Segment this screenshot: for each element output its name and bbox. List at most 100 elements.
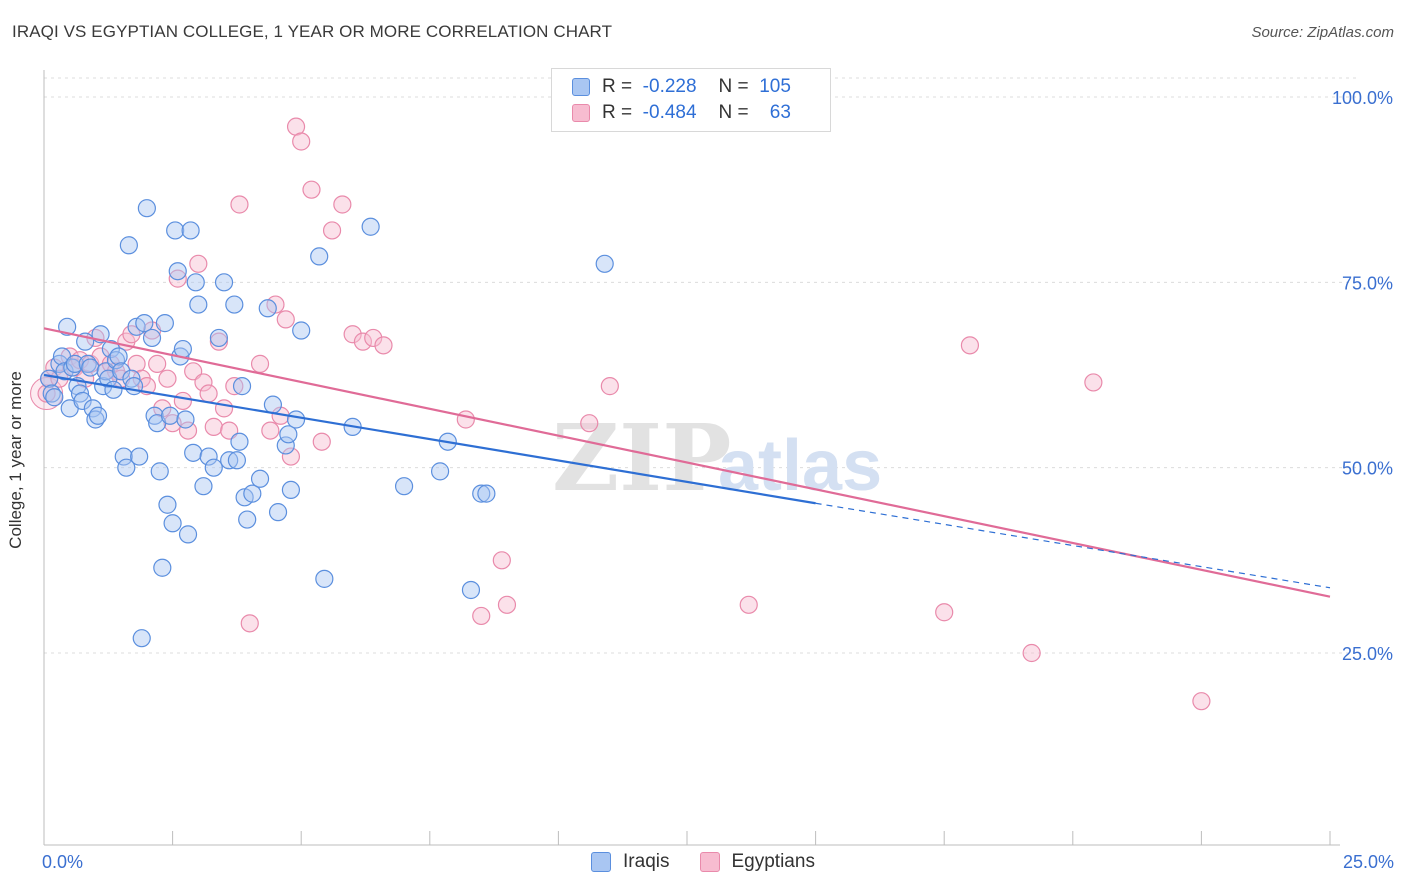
trend-layer (43, 327, 1331, 598)
point-iraqis (112, 362, 131, 381)
source-label: Source: ZipAtlas.com (1251, 24, 1394, 41)
point-iraqis (176, 410, 195, 429)
point-iraqis (227, 451, 246, 470)
point-iraqis (101, 339, 120, 359)
bottom-legend: Iraqis Egyptians (0, 851, 1406, 873)
point-iraqis (158, 495, 177, 514)
point-egyptians (580, 414, 599, 433)
y-tick-labels: 100.0% 75.0% 50.0% 25.0% (1332, 88, 1393, 664)
point-egyptians (1192, 692, 1211, 711)
point-iraqis (258, 299, 277, 318)
y-tick-label: 75.0% (1342, 273, 1393, 293)
point-egyptians (472, 606, 491, 626)
point-iraqis (186, 273, 205, 292)
point-iraqis (124, 377, 144, 396)
point-iraqis (225, 295, 244, 314)
point-iraqis (281, 480, 301, 500)
legend-n-egyptians: 63 (769, 102, 791, 123)
point-egyptians (250, 354, 270, 373)
point-iraqis (268, 503, 288, 522)
point-egyptians (1022, 643, 1041, 663)
legend-row-egyptians: R = -0.484 N = 63 (572, 101, 791, 125)
point-egyptians (194, 373, 213, 392)
point-iraqis (243, 484, 262, 503)
point-egyptians (276, 310, 295, 329)
bottom-legend-label-iraqis: Iraqis (623, 851, 670, 872)
point-iraqis (315, 569, 334, 588)
series-iraqis (40, 199, 614, 648)
point-iraqis (361, 217, 380, 236)
point-iraqis (279, 425, 298, 444)
point-iraqis (194, 477, 213, 496)
point-iraqis (199, 447, 218, 466)
point-egyptians (148, 354, 167, 373)
point-iraqis (153, 558, 172, 577)
point-iraqis (150, 462, 169, 481)
point-egyptians (292, 132, 311, 151)
y-tick-label: 100.0% (1332, 88, 1393, 108)
legend-r-label: R = (602, 102, 633, 123)
watermark-atlas: atlas (718, 426, 882, 506)
y-axis-label: College, 1 year or more (6, 371, 25, 549)
bottom-legend-label-egyptians: Egyptians (731, 851, 815, 872)
point-iraqis (145, 406, 164, 425)
chart-title: IRAQI VS EGYPTIAN COLLEGE, 1 YEAR OR MOR… (12, 22, 613, 41)
point-iraqis (119, 236, 138, 255)
point-iraqis (220, 451, 239, 470)
point-iraqis (430, 462, 450, 481)
point-egyptians (230, 195, 249, 214)
point-iraqis (286, 410, 306, 429)
point-egyptians (1084, 373, 1103, 392)
point-egyptians (343, 325, 362, 344)
point-iraqis (40, 369, 59, 388)
point-egyptians (184, 362, 203, 381)
point-iraqis (160, 406, 180, 425)
point-iraqis (88, 406, 108, 425)
point-iraqis (166, 221, 185, 240)
point-egyptians (302, 180, 321, 199)
point-egyptians (158, 369, 177, 388)
point-iraqis (58, 317, 77, 336)
point-iraqis (230, 432, 249, 451)
point-egyptians (214, 399, 234, 418)
bottom-legend-egyptians: Egyptians (699, 851, 815, 873)
point-egyptians (492, 551, 511, 570)
point-egyptians (374, 336, 393, 355)
point-iraqis (232, 377, 252, 396)
point-iraqis (109, 347, 128, 366)
point-iraqis (132, 629, 151, 648)
point-iraqis (292, 321, 311, 340)
point-egyptians (739, 595, 758, 614)
point-iraqis (189, 295, 208, 314)
point-egyptians (178, 421, 198, 440)
point-egyptians (225, 377, 244, 396)
point-iraqis (96, 362, 115, 381)
x-tick-min: 0.0% (42, 852, 84, 872)
point-iraqis (114, 447, 133, 466)
point-iraqis (122, 369, 141, 388)
legend-n-label: N = (718, 102, 749, 123)
point-iraqis (204, 458, 223, 477)
point-iraqis (130, 447, 149, 466)
watermark: ZIP atlas (552, 404, 882, 512)
point-egyptians (240, 614, 259, 633)
point-iraqis (73, 391, 92, 411)
point-egyptians (199, 384, 218, 403)
legend-swatch-egyptians (572, 104, 590, 122)
point-iraqis (181, 221, 200, 240)
point-egyptians (600, 377, 619, 396)
point-iraqis (209, 328, 228, 348)
point-egyptians (204, 417, 223, 436)
point-egyptians (960, 336, 980, 355)
point-egyptians (333, 195, 352, 214)
point-egyptians (497, 595, 517, 614)
point-iraqis (477, 484, 496, 503)
legend-swatch-iraqis (572, 78, 590, 96)
point-egyptians (281, 447, 301, 466)
y-tick-label: 50.0% (1342, 459, 1393, 479)
point-iraqis (142, 328, 162, 348)
point-iraqis (45, 388, 64, 407)
point-iraqis (168, 262, 187, 281)
legend-n-iraqis: 105 (759, 76, 791, 97)
